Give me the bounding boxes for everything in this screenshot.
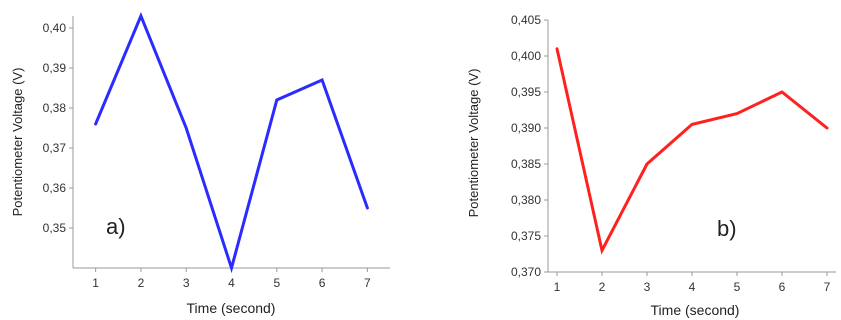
- y-tick-label-a: 0,37: [43, 141, 67, 155]
- panel-label-a: a): [106, 214, 126, 239]
- x-tick-label-b: 6: [779, 280, 786, 294]
- x-tick-label-b: 4: [689, 280, 696, 294]
- y-tick-label-b: 0,375: [511, 229, 541, 243]
- y-axis-label-b: Potentiometer Voltage (V): [466, 69, 481, 218]
- x-axis-label-b: Time (second): [651, 302, 740, 318]
- y-tick-label-b: 0,395: [511, 85, 541, 99]
- y-tick-label-b: 0,390: [511, 121, 541, 135]
- y-tick-label-a: 0,40: [43, 21, 67, 35]
- x-tick-label-a: 1: [92, 276, 99, 290]
- x-tick-label-a: 2: [138, 276, 145, 290]
- y-tick-label-a: 0,36: [43, 181, 67, 195]
- y-axis-label-a: Potentiometer Voltage (V): [10, 68, 25, 217]
- x-tick-label-a: 4: [228, 276, 235, 290]
- y-tick-label-a: 0,35: [43, 221, 67, 235]
- x-tick-label-b: 2: [599, 280, 606, 294]
- x-ticks-b: 1 2 3 4 5 6 7: [554, 272, 831, 294]
- x-axis-label-a: Time (second): [187, 300, 276, 316]
- y-tick-label-a: 0,39: [43, 61, 67, 75]
- y-tick-label-b: 0,380: [511, 193, 541, 207]
- y-tick-label-b: 0,385: [511, 157, 541, 171]
- y-tick-label-b: 0,405: [511, 13, 541, 27]
- series-b: [555, 47, 829, 255]
- y-ticks-a: 0,35 0,36 0,37 0,38 0,39 0,40: [43, 21, 73, 235]
- y-tick-label-b: 0,400: [511, 49, 541, 63]
- y-ticks-b: 0,370 0,375 0,380 0,385 0,390 0,395 0,400 0,405: [511, 13, 548, 279]
- x-tick-label-b: 5: [734, 280, 741, 294]
- x-tick-label-b: 3: [644, 280, 651, 294]
- y-tick-label-a: 0,38: [43, 101, 67, 115]
- series-line-b: [555, 47, 829, 255]
- x-tick-label-b: 1: [554, 280, 561, 294]
- plot-area-b: [548, 20, 840, 272]
- x-tick-label-a: 6: [319, 276, 326, 290]
- x-tick-label-a: 7: [364, 276, 371, 290]
- x-tick-label-a: 5: [273, 276, 280, 290]
- x-tick-label-b: 7: [824, 280, 831, 294]
- x-tick-label-a: 3: [183, 276, 190, 290]
- series-a: [94, 12, 369, 274]
- y-tick-label-b: 0,370: [511, 265, 541, 279]
- panel-label-b: b): [717, 216, 737, 241]
- series-line-a: [94, 12, 369, 274]
